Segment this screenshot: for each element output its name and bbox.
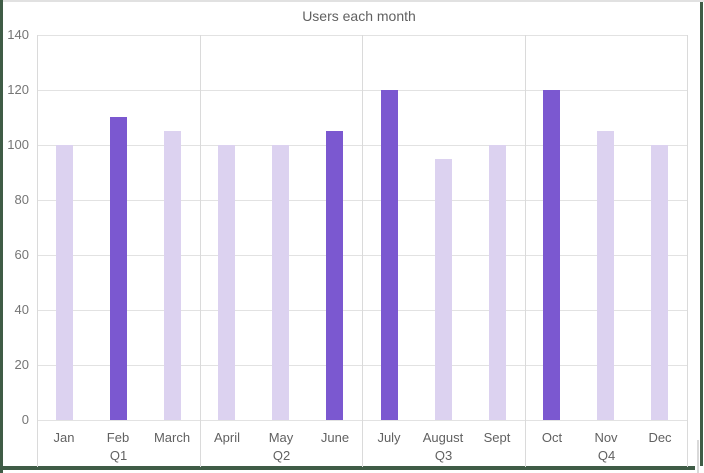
bar-august[interactable] (435, 159, 452, 420)
x-axis-month-label: Jan (53, 430, 75, 445)
bar-sept[interactable] (489, 145, 506, 420)
bar-dec[interactable] (651, 145, 668, 420)
x-axis-month-label: Sept (483, 430, 511, 445)
x-axis-month-label: August (422, 430, 464, 445)
chart-title: Users each month (302, 8, 416, 24)
plot-right-border (687, 35, 688, 467)
bar-july[interactable] (381, 90, 398, 420)
y-axis-tick-label: 140 (7, 27, 29, 42)
quarter-separator-line (362, 35, 363, 467)
y-axis-tick-label: 40 (14, 302, 29, 317)
y-axis-tick-label: 60 (14, 247, 29, 262)
x-axis-month-label: April (213, 430, 240, 445)
x-axis-month-label: June (320, 430, 350, 445)
y-axis-tick-label: 80 (14, 192, 29, 207)
x-axis-month-label: Nov (594, 430, 618, 445)
bar-nov[interactable] (597, 131, 614, 420)
x-axis-month-label: Feb (106, 430, 130, 445)
quarter-separator-line (200, 35, 201, 467)
bar-oct[interactable] (543, 90, 560, 420)
x-axis-quarter-label: Q1 (109, 448, 128, 463)
bar-june[interactable] (326, 131, 343, 420)
bar-jan[interactable] (56, 145, 73, 420)
y-axis-line (37, 35, 38, 467)
sheet-column-gridline (697, 440, 699, 473)
x-axis-month-label: Dec (648, 430, 672, 445)
x-axis-quarter-label: Q4 (597, 448, 616, 463)
x-axis-month-label: July (377, 430, 401, 445)
y-axis-tick-label: 120 (7, 82, 29, 97)
quarter-separator-line (525, 35, 526, 467)
x-axis-month-label: Oct (541, 430, 563, 445)
selection-border-bottom (0, 466, 695, 470)
y-axis-tick-label: 100 (7, 137, 29, 152)
x-axis-quarter-label: Q3 (434, 448, 453, 463)
x-axis-quarter-label: Q2 (272, 448, 291, 463)
selection-border-left (0, 0, 3, 473)
x-axis-month-label: March (153, 430, 191, 445)
x-axis-month-label: May (268, 430, 294, 445)
bar-feb[interactable] (110, 117, 127, 420)
y-axis-tick-label: 0 (21, 412, 29, 427)
y-axis-tick-label: 20 (14, 357, 29, 372)
selection-border-right (700, 2, 703, 466)
sheet-row-gridline (0, 0, 704, 2)
bar-may[interactable] (272, 145, 289, 420)
bar-march[interactable] (164, 131, 181, 420)
bar-april[interactable] (218, 145, 235, 420)
